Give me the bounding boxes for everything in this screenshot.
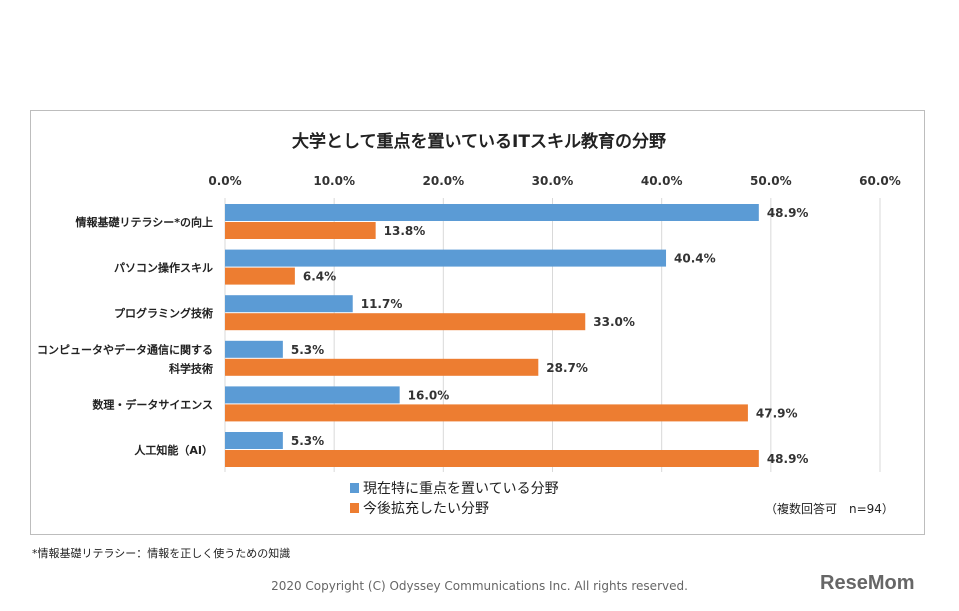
x-tick-label: 10.0% — [313, 174, 355, 188]
bar — [225, 313, 586, 331]
data-label: 11.7% — [361, 297, 403, 311]
legend-label: 今後拡充したい分野 — [363, 501, 489, 517]
data-label: 48.9% — [767, 206, 809, 220]
data-label: 47.9% — [756, 406, 798, 420]
bar — [225, 432, 283, 449]
copyright: 2020 Copyright (C) Odyssey Communication… — [271, 579, 688, 593]
chart-frame — [30, 110, 925, 535]
x-tick-label: 30.0% — [532, 174, 574, 188]
data-label: 5.3% — [291, 434, 324, 448]
data-label: 33.0% — [593, 315, 635, 329]
bar — [225, 340, 283, 358]
data-label: 6.4% — [303, 270, 336, 284]
category-label: 科学技術 — [169, 361, 213, 375]
x-tick-label: 50.0% — [750, 174, 792, 188]
x-tick-label: 20.0% — [423, 174, 465, 188]
bar — [225, 249, 667, 267]
data-label: 5.3% — [291, 343, 324, 357]
category-label: プログラミング技術 — [114, 306, 213, 320]
data-label: 16.0% — [408, 388, 450, 402]
sample-note: （複数回答可 n=94） — [765, 501, 894, 516]
category-label: 数理・データサイエンス — [92, 397, 213, 411]
bar — [225, 404, 748, 422]
bar — [225, 295, 353, 313]
data-label: 13.8% — [384, 224, 426, 238]
x-tick-label: 0.0% — [208, 174, 241, 188]
category-label: 人工知能（AI） — [134, 443, 213, 457]
data-label: 28.7% — [546, 361, 588, 375]
bar — [225, 358, 539, 376]
legend-swatch — [350, 503, 359, 513]
x-tick-label: 60.0% — [859, 174, 901, 188]
bar — [225, 267, 295, 285]
data-label: 48.9% — [767, 452, 809, 466]
bar — [225, 204, 759, 221]
legend-label: 現在特に重点を置いている分野 — [363, 481, 559, 497]
x-tick-label: 40.0% — [641, 174, 683, 188]
bar — [225, 386, 400, 404]
bar — [225, 450, 759, 467]
category-label: パソコン操作スキル — [114, 261, 213, 275]
legend-swatch — [350, 483, 359, 493]
footnote: *情報基礎リテラシー：情報を正しく使うための知識 — [32, 547, 291, 560]
bar — [225, 222, 376, 239]
chart-title: 大学として重点を置いているITスキル教育の分野 — [292, 131, 666, 152]
resemom-logo: ReseMom — [820, 572, 915, 594]
category-label: コンピュータやデータ通信に関する — [37, 342, 213, 356]
category-label: 情報基礎リテラシー*の向上 — [75, 215, 213, 229]
data-label: 40.4% — [674, 252, 716, 266]
